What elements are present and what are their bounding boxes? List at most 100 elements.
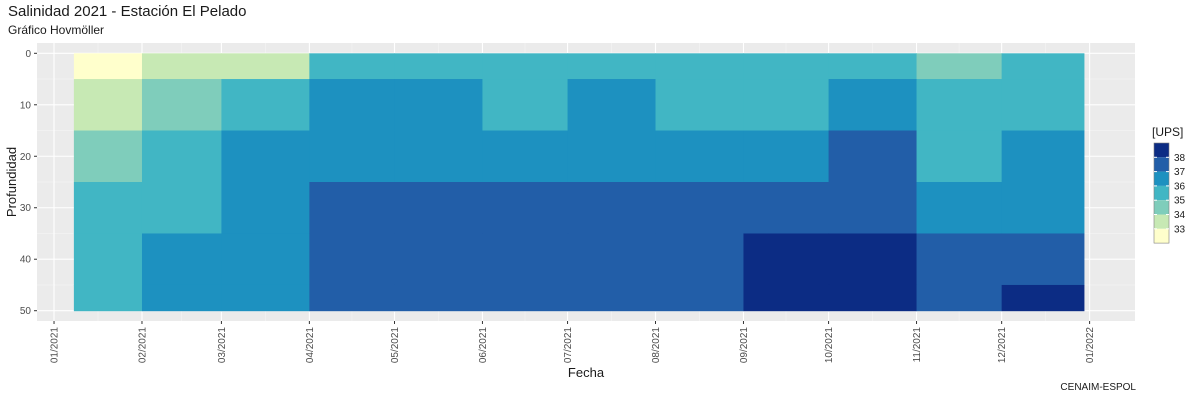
salinity-cell: [221, 130, 310, 183]
salinity-cell: [828, 79, 918, 132]
salinity-cell: [567, 182, 657, 234]
salinity-cell: [482, 53, 569, 80]
salinity-cell: [141, 53, 222, 80]
salinity-cell: [73, 284, 143, 312]
x-tick-label: 02/2021: [137, 327, 148, 364]
salinity-cell: [1001, 79, 1085, 132]
legend-labels: 38 37 36 35 34 33: [1174, 153, 1186, 236]
salinity-cell: [916, 79, 1003, 132]
x-tick-label: 07/2021: [563, 327, 574, 364]
salinity-cell: [916, 130, 1003, 183]
x-tick-label: 01/2022: [1085, 327, 1096, 364]
salinity-cell: [221, 53, 310, 80]
salinity-cell: [1001, 233, 1085, 286]
legend-swatch: [1154, 214, 1169, 229]
salinity-cell: [743, 130, 830, 183]
salinity-cell: [1001, 130, 1085, 183]
salinity-cell: [1001, 182, 1085, 234]
salinity-cell: [828, 284, 918, 312]
salinity-cell: [916, 182, 1003, 234]
chart-title: Salinidad 2021 - Estación El Pelado: [8, 3, 247, 20]
salinity-cell: [482, 182, 569, 234]
salinity-cell: [394, 233, 483, 286]
legend-label: 36: [1174, 181, 1186, 192]
salinity-cell: [394, 284, 483, 312]
salinity-cell: [394, 182, 483, 234]
y-tick-label: 10: [20, 100, 32, 111]
salinity-cell: [916, 53, 1003, 80]
legend-swatch: [1154, 185, 1169, 201]
salinity-cell: [141, 284, 222, 312]
x-tick-label: 01/2021: [50, 327, 61, 364]
salinity-cell: [221, 233, 310, 286]
salinity-cell: [309, 130, 395, 183]
salinity-cell: [309, 182, 395, 234]
salinity-cell: [567, 79, 657, 132]
salinity-cell: [567, 130, 657, 183]
salinity-cell: [221, 79, 310, 132]
legend-label: 33: [1174, 224, 1186, 235]
x-tick-label: 12/2021: [997, 327, 1008, 364]
legend: [UPS] 38 37 36 35 34 33: [1152, 125, 1186, 244]
salinity-cell: [1001, 53, 1085, 80]
salinity-cell: [73, 182, 143, 234]
salinity-cell: [743, 182, 830, 234]
salinity-cell: [73, 130, 143, 183]
y-tick-label: 20: [20, 152, 32, 163]
x-tick-label: 09/2021: [739, 327, 750, 364]
salinity-cell: [655, 130, 744, 183]
salinity-cell: [828, 53, 918, 80]
y-tick-label: 40: [20, 255, 32, 266]
legend-swatch: [1154, 228, 1169, 244]
x-tick-label: 08/2021: [651, 327, 662, 364]
x-axis-ticks: 01/2021 02/2021 03/2021 04/2021 05/2021 06/20…: [50, 321, 1096, 364]
salinity-cell: [743, 79, 830, 132]
legend-swatch: [1154, 171, 1169, 186]
salinity-cell: [655, 53, 744, 80]
y-axis-ticks: 0 10 20 30 40 50: [20, 49, 37, 317]
salinity-cell: [482, 130, 569, 183]
x-axis-title: Fecha: [568, 365, 605, 380]
chart-caption: CENAIM-ESPOL: [1060, 382, 1136, 393]
salinity-cell: [394, 79, 483, 132]
salinity-cell: [567, 53, 657, 80]
legend-title: [UPS]: [1152, 125, 1183, 139]
salinity-cell: [73, 53, 143, 80]
salinity-cell: [394, 53, 483, 80]
salinity-cell: [141, 182, 222, 234]
salinity-cell: [221, 182, 310, 234]
legend-swatch: [1154, 157, 1169, 172]
salinity-cell: [916, 233, 1003, 286]
legend-swatch: [1154, 200, 1169, 215]
y-tick-label: 0: [25, 49, 31, 60]
salinity-cell: [141, 79, 222, 132]
salinity-cell: [916, 284, 1003, 312]
salinity-cells: [73, 53, 1085, 312]
salinity-cell: [743, 53, 830, 80]
salinity-cell: [309, 53, 395, 80]
salinity-cell: [309, 233, 395, 286]
salinity-cell: [141, 233, 222, 286]
y-tick-label: 30: [20, 203, 32, 214]
salinity-cell: [828, 233, 918, 286]
salinity-cell: [73, 79, 143, 132]
legend-label: 37: [1174, 167, 1186, 178]
salinity-cell: [482, 233, 569, 286]
legend-label: 38: [1174, 153, 1186, 164]
legend-label: 35: [1174, 196, 1186, 207]
x-tick-label: 04/2021: [305, 327, 316, 364]
salinity-cell: [73, 233, 143, 286]
salinity-cell: [655, 79, 744, 132]
y-axis-title: Profundidad: [4, 147, 19, 217]
salinity-cell: [482, 284, 569, 312]
salinity-cell: [655, 233, 744, 286]
salinity-cell: [141, 130, 222, 183]
salinity-cell: [655, 182, 744, 234]
salinity-cell: [828, 182, 918, 234]
salinity-cell: [221, 284, 310, 312]
salinity-cell: [655, 284, 744, 312]
legend-label: 34: [1174, 210, 1186, 221]
salinity-cell: [567, 233, 657, 286]
x-tick-label: 03/2021: [217, 327, 228, 364]
